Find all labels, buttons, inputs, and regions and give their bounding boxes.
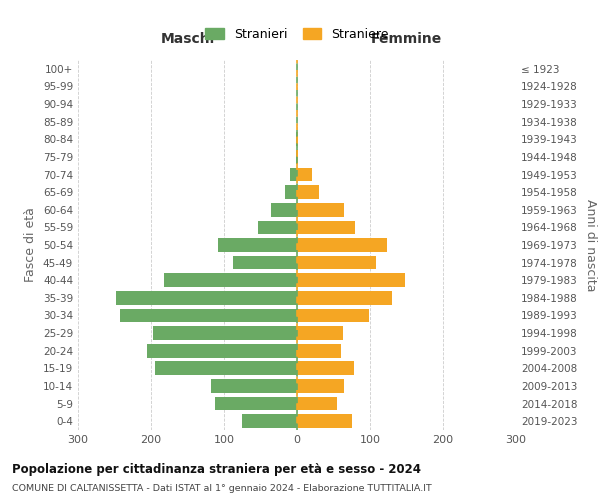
Text: Popolazione per cittadinanza straniera per età e sesso - 2024: Popolazione per cittadinanza straniera p… [12, 462, 421, 475]
Bar [297, 326, 343, 340]
Bar [153, 326, 297, 340]
Y-axis label: Fasce di età: Fasce di età [25, 208, 37, 282]
Bar [297, 203, 344, 216]
Bar [297, 291, 392, 304]
Text: Maschi: Maschi [160, 32, 215, 46]
Bar [297, 150, 298, 164]
Bar [297, 396, 337, 410]
Text: Femmine: Femmine [371, 32, 442, 46]
Bar [155, 362, 297, 375]
Text: COMUNE DI CALTANISSETTA - Dati ISTAT al 1° gennaio 2024 - Elaborazione TUTTITALI: COMUNE DI CALTANISSETTA - Dati ISTAT al … [12, 484, 432, 493]
Y-axis label: Anni di nascita: Anni di nascita [584, 198, 597, 291]
Bar [297, 238, 387, 252]
Bar [297, 132, 298, 146]
Bar [121, 308, 297, 322]
Bar [297, 274, 405, 287]
Legend: Stranieri, Straniere: Stranieri, Straniere [199, 22, 395, 48]
Bar [290, 168, 297, 181]
Bar [215, 396, 297, 410]
Bar [297, 379, 344, 393]
Bar [297, 308, 368, 322]
Bar [297, 168, 311, 181]
Bar [242, 414, 297, 428]
Bar [284, 186, 297, 199]
Bar [296, 132, 297, 146]
Bar [211, 379, 297, 393]
Bar [218, 238, 297, 252]
Bar [148, 344, 297, 358]
Bar [297, 256, 376, 270]
Bar [297, 414, 352, 428]
Bar [297, 186, 319, 199]
Bar [297, 344, 341, 358]
Bar [296, 150, 297, 164]
Bar [164, 274, 297, 287]
Bar [297, 220, 355, 234]
Bar [116, 291, 297, 304]
Bar [271, 203, 297, 216]
Bar [297, 362, 354, 375]
Bar [233, 256, 297, 270]
Bar [259, 220, 297, 234]
